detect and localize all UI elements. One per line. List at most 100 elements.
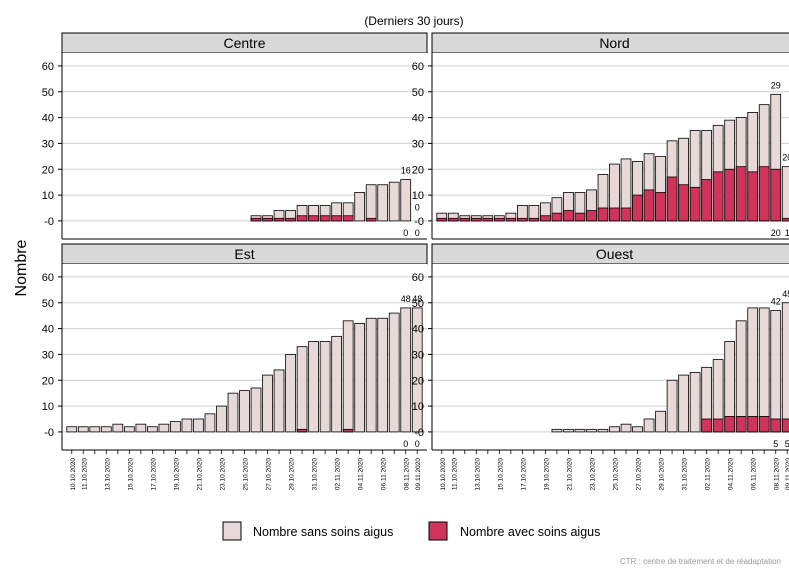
x-tick-label: 11.10.2020 [451, 458, 458, 490]
bar-avec-28.10.2020 [643, 189, 655, 222]
data-label-top: 16 [401, 166, 411, 176]
x-tick-label: 31.10.2020 [312, 458, 319, 491]
bar-avec-27.10.2020 [262, 217, 273, 222]
legend-label-avec: Nombre avec soins aigus [460, 525, 600, 539]
bar-sans-31.10.2020 [678, 374, 689, 433]
y-tick-label: 60 [42, 272, 54, 284]
bar-sans-26.10.2020 [620, 423, 632, 433]
x-tick-label: 08.11.2020 [774, 458, 781, 490]
bar-avec-21.10.2020 [563, 210, 574, 222]
bar-sans-08.11.2020 [400, 179, 412, 222]
data-label-bottom: 1 [785, 228, 789, 238]
x-tick-label: 10.10.2020 [440, 458, 447, 491]
x-tick-label: 19.10.2020 [173, 458, 180, 491]
facet-title: Nord [599, 35, 629, 51]
bar-sans-06.11.2020 [377, 317, 389, 433]
bar-avec-05.11.2020 [735, 166, 747, 222]
y-tick-label: -0 [44, 216, 54, 228]
bar-avec-02.11.2020 [331, 215, 342, 222]
bar-sans-09.11.2020 [781, 302, 789, 433]
bar-sans-05.11.2020 [365, 184, 377, 222]
bar-avec-18.10.2020 [528, 217, 540, 222]
legend-swatch-sans [222, 521, 242, 541]
x-tick-label: 02.11.2020 [335, 458, 342, 490]
data-label-bottom: 5 [785, 439, 789, 449]
bar-avec-23.10.2020 [586, 210, 597, 222]
data-label-top: 29 [771, 80, 781, 90]
bar-sans-04.11.2020 [354, 323, 366, 433]
bar-sans-20.10.2020 [551, 428, 563, 433]
bar-avec-16.10.2020 [505, 217, 517, 222]
bar-sans-27.10.2020 [632, 426, 643, 433]
y-tick-label: -0 [44, 427, 54, 439]
bar-avec-30.10.2020 [296, 428, 308, 433]
bar-avec-29.10.2020 [655, 192, 666, 222]
y-tick-label: 10 [412, 401, 424, 413]
bar-avec-31.10.2020 [308, 215, 319, 222]
bar-sans-07.11.2020 [388, 312, 400, 433]
bar-sans-23.10.2020 [586, 428, 597, 433]
x-tick-label: 13.10.2020 [104, 458, 111, 491]
facet-title: Ouest [596, 246, 633, 262]
bar-sans-09.11.2020 [781, 166, 789, 222]
bar-sans-09.11.2020 [411, 307, 423, 433]
y-tick-label: 20 [42, 164, 54, 176]
y-tick-label: 30 [412, 138, 424, 150]
bar-avec-30.10.2020 [296, 215, 308, 222]
bar-sans-01.11.2020 [319, 341, 331, 433]
bar-sans-16.10.2020 [135, 423, 147, 433]
bar-sans-29.10.2020 [655, 410, 666, 433]
legend-label-sans: Nombre sans soins aigus [253, 525, 393, 539]
y-tick-label: 20 [42, 375, 54, 387]
bar-sans-17.10.2020 [147, 426, 158, 433]
y-axis-title: Nombre [13, 239, 30, 296]
bar-sans-22.10.2020 [574, 428, 586, 433]
bar-sans-07.11.2020 [758, 307, 770, 433]
bar-sans-03.11.2020 [342, 320, 354, 433]
y-tick-label: 40 [412, 113, 424, 125]
bar-sans-19.10.2020 [170, 421, 181, 433]
bar-sans-08.11.2020 [400, 307, 412, 433]
bar-sans-30.10.2020 [296, 346, 308, 433]
x-tick-label: 31.10.2020 [682, 458, 689, 491]
bar-sans-02.11.2020 [331, 335, 342, 433]
bar-avec-08.11.2020 [770, 168, 782, 222]
bar-sans-05.11.2020 [735, 320, 747, 433]
bar-avec-07.11.2020 [758, 416, 770, 433]
y-tick-label: 60 [42, 61, 54, 73]
x-tick-label: 21.10.2020 [196, 458, 203, 491]
x-tick-label: 15.10.2020 [497, 458, 504, 491]
bar-sans-20.10.2020 [181, 418, 193, 433]
x-tick-label: 04.11.2020 [358, 458, 365, 490]
bar-avec-24.10.2020 [597, 207, 609, 222]
x-tick-label: 17.10.2020 [520, 458, 527, 491]
x-tick-label: 11.10.2020 [81, 458, 88, 490]
bar-avec-28.10.2020 [273, 217, 285, 222]
bar-sans-29.10.2020 [285, 354, 296, 433]
data-label-bottom: 0 [403, 439, 408, 449]
x-tick-label: 09.11.2020 [415, 458, 422, 490]
bar-sans-18.10.2020 [158, 423, 170, 433]
bar-avec-12.10.2020 [459, 217, 471, 222]
bar-sans-08.11.2020 [770, 310, 782, 433]
bar-avec-04.11.2020 [724, 416, 736, 433]
bar-avec-02.11.2020 [701, 179, 712, 222]
bar-sans-25.10.2020 [239, 390, 250, 433]
bar-sans-04.11.2020 [354, 192, 366, 222]
bar-sans-07.11.2020 [388, 181, 400, 222]
y-tick-label: 30 [42, 138, 54, 150]
x-tick-label: 02.11.2020 [705, 458, 712, 490]
data-label-bottom: 0 [415, 228, 420, 238]
bar-sans-21.10.2020 [563, 428, 574, 433]
bar-avec-02.11.2020 [701, 418, 712, 433]
x-tick-label: 21.10.2020 [566, 458, 573, 491]
bar-avec-05.11.2020 [365, 217, 377, 222]
bar-sans-22.10.2020 [204, 413, 216, 433]
x-tick-label: 29.10.2020 [289, 458, 296, 491]
bar-avec-05.11.2020 [735, 416, 747, 433]
bar-avec-11.10.2020 [447, 217, 459, 222]
y-tick-label: 40 [412, 324, 424, 336]
